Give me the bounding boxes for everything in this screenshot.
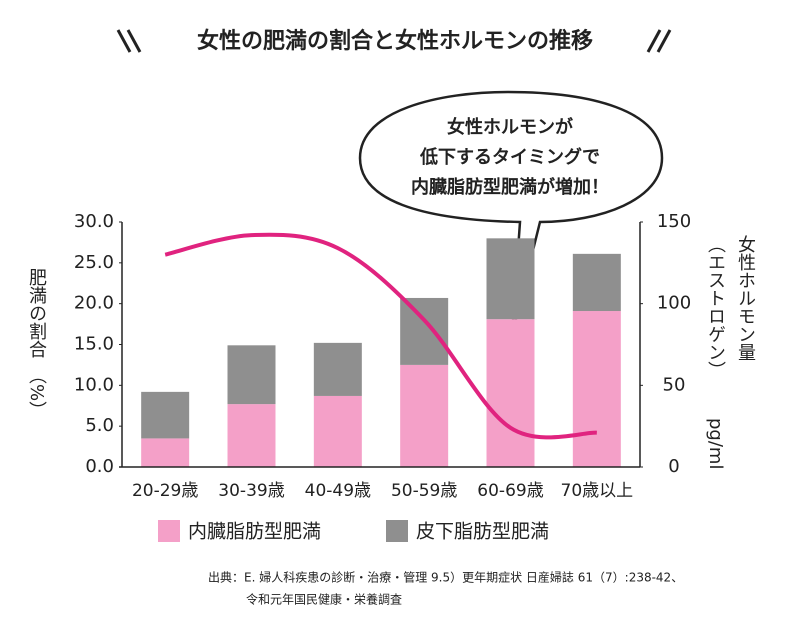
x-tick-label: 30-39歳: [218, 481, 284, 501]
y-axis-label: （%）: [26, 366, 47, 419]
x-tick-label: 40-49歳: [305, 481, 371, 501]
y-tick-label: 25.0: [74, 252, 114, 273]
x-tick-label: 50-59歳: [391, 481, 457, 501]
y-tick-label: 0.0: [85, 456, 114, 477]
bar: [400, 297, 449, 365]
bar: [141, 391, 190, 439]
y2-tick-label: 100: [657, 293, 691, 314]
bar: [141, 438, 190, 467]
legend-swatch: [386, 520, 408, 542]
bar: [400, 364, 449, 467]
bar: [227, 345, 276, 405]
x-tick-label: 70歳以上: [561, 481, 634, 501]
y-axis-label: 肥満の割合: [26, 268, 47, 358]
callout-bubble: [358, 90, 664, 336]
bar: [227, 404, 276, 467]
x-tick-label: 20-29歳: [132, 481, 198, 501]
title-decor: [116, 29, 672, 53]
bar: [486, 319, 535, 467]
y2-tick-label: 0: [668, 456, 679, 477]
bar: [572, 311, 621, 467]
y2-axis-label: （エストロゲン）: [705, 235, 726, 379]
legend-swatch: [158, 520, 180, 542]
y2-tick-label: 50: [663, 374, 686, 395]
x-tick-label: 60-69歳: [477, 481, 543, 501]
y-tick-label: 10.0: [74, 374, 114, 395]
callout-text: 内臓脂肪型肥満が増加！: [411, 176, 609, 198]
callout-text: 女性ホルモンが: [447, 116, 573, 138]
y-tick-label: 5.0: [85, 415, 114, 436]
legend-label: 内臓脂肪型肥満: [188, 521, 321, 543]
y2-tick-label: 150: [657, 211, 691, 232]
bar: [313, 395, 362, 467]
source-note: 令和元年国民健康・栄養調査: [246, 592, 402, 607]
y-tick-label: 15.0: [74, 334, 114, 355]
bar: [313, 342, 362, 396]
callout-text: 低下するタイミングで: [419, 146, 600, 168]
chart-title: 女性の肥満の割合と女性ホルモンの推移: [197, 28, 593, 54]
y-tick-label: 30.0: [74, 211, 114, 232]
y2-axis-label: 女性ホルモン量: [735, 235, 756, 361]
bar: [572, 253, 621, 312]
source-note: 出典：E. 婦人科疾患の診断・治療・管理 9.5）更年期症状 日産婦誌 61（7…: [208, 570, 683, 585]
bar: [486, 238, 535, 320]
y-tick-label: 20.0: [74, 293, 114, 314]
line-series: [164, 232, 597, 440]
legend-label: 皮下脂肪型肥満: [416, 521, 549, 543]
y2-axis-label: pg/ml: [705, 418, 726, 469]
